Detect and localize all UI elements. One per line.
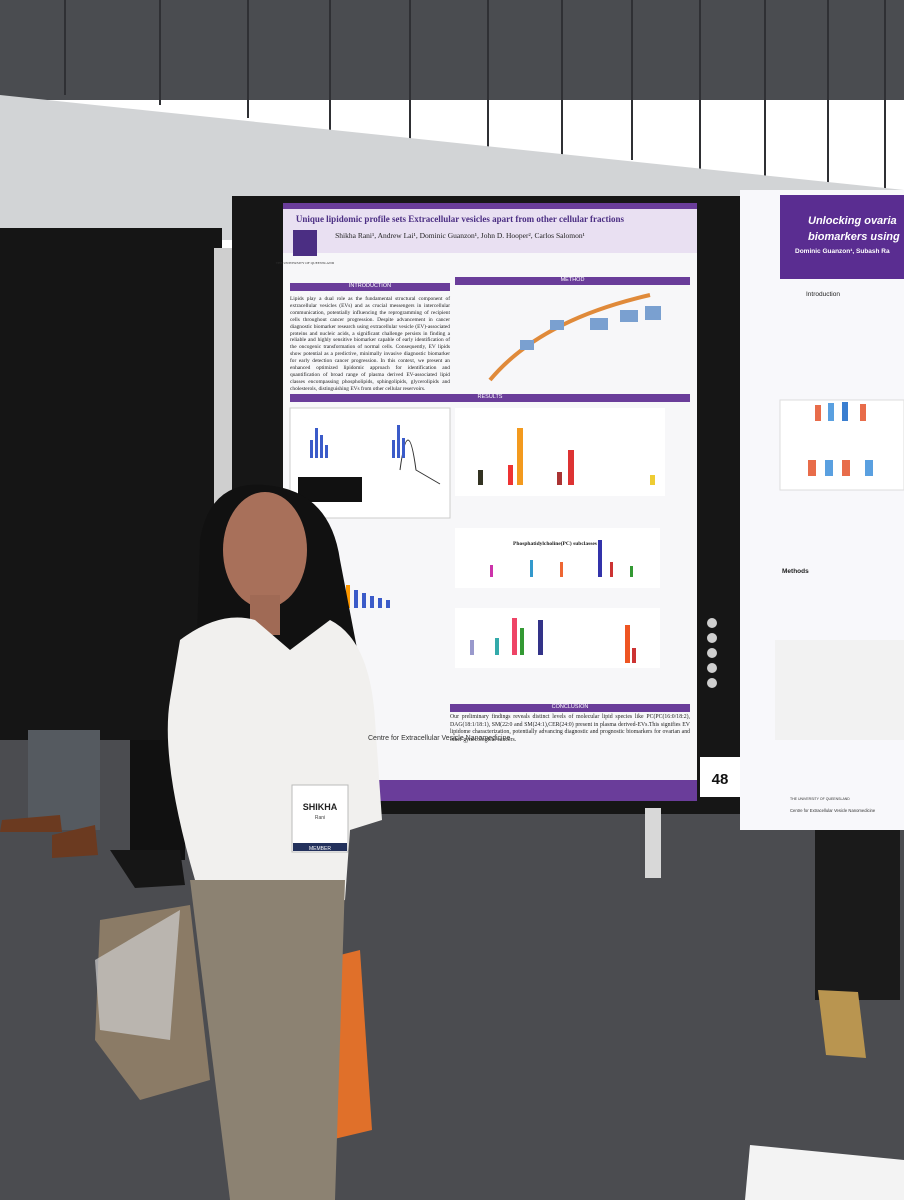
face: [223, 492, 307, 608]
poster-right-title: Unlocking ovaria: [808, 215, 897, 227]
section-header: INTRODUCTION: [290, 283, 450, 291]
section-header: CONCLUSION: [450, 704, 690, 712]
conclusion-text: Our preliminary findings reveals distinc…: [450, 714, 690, 743]
chart-label: Phosphatidylcholine(PC) subclasses: [513, 540, 597, 547]
ceiling: [0, 0, 904, 100]
background-people: [0, 730, 900, 1058]
poster-right-university: THE UNIVERSITY OF QUEENSLAND: [790, 797, 850, 801]
badge-role: MEMBER: [309, 846, 331, 852]
nta-curve: [399, 439, 441, 485]
scarf: [95, 910, 180, 1040]
section-header: RESULTS: [290, 394, 690, 402]
board-knobs: [707, 618, 717, 688]
trousers: [190, 880, 345, 1200]
board-number-card: [700, 757, 740, 797]
badge-surname: Rani: [315, 815, 325, 821]
poster-header: [283, 203, 697, 253]
poster-right-bars: [808, 402, 873, 476]
person: [167, 484, 382, 1200]
section-header: METHOD: [455, 277, 690, 285]
poster-footer-band: [283, 780, 697, 801]
poster-band: [283, 203, 697, 209]
name-badge: [291, 784, 349, 853]
poster-footer: Centre for Extracellular Vesicle Nanomed…: [368, 735, 511, 742]
board-number: 48: [712, 771, 729, 788]
dag-chart: [455, 528, 660, 588]
poster-tube: [745, 1145, 904, 1200]
genome-coverage-plot: [775, 640, 904, 740]
poster-right-title: biomarkers using: [808, 231, 900, 243]
badge-name: SHIKHA: [303, 802, 338, 812]
badge-band: [293, 843, 347, 851]
poster-right-section: Introduction: [806, 291, 840, 298]
poster-title: Unique lipidomic profile sets Extracellu…: [296, 214, 625, 224]
introduction-text: Lipids play a dual role as the fundament…: [290, 296, 450, 392]
poster-right-header: [780, 195, 904, 279]
sm-chart: [455, 608, 660, 668]
logo-text: THE UNIVERSITY OF QUEENSLAND: [276, 261, 335, 265]
poster-right-section: Methods: [782, 568, 809, 575]
method-icons: [520, 306, 661, 350]
poster-right-centre: Centre for Extracellular Vesicle Nanomed…: [790, 808, 876, 813]
western-blot: [298, 477, 362, 502]
ceiling-panels: [64, 0, 886, 190]
poster-right-authors: Dominic Guanzon¹, Subash Ra: [795, 248, 890, 255]
board-leg: [645, 808, 661, 878]
pc-chart: [455, 408, 665, 496]
poster-authors: Shikha Rani¹, Andrew Lai¹, Dominic Guanz…: [335, 231, 585, 240]
uq-logo: [293, 230, 317, 256]
